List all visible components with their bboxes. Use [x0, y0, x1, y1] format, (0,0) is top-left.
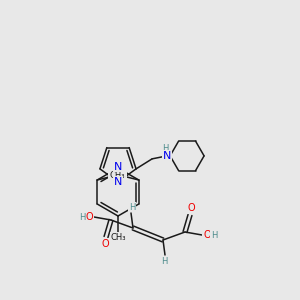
Text: O: O: [85, 212, 93, 222]
Text: H: H: [162, 144, 168, 153]
Text: N: N: [114, 177, 122, 187]
Text: O: O: [203, 230, 211, 240]
Text: N: N: [163, 151, 171, 161]
Text: CH₃: CH₃: [110, 232, 126, 242]
Text: H: H: [79, 212, 85, 221]
Text: O: O: [187, 203, 195, 213]
Text: H: H: [129, 202, 135, 211]
Text: CH₃: CH₃: [110, 170, 126, 179]
Text: N: N: [114, 161, 122, 172]
Text: O: O: [101, 239, 109, 249]
Text: H: H: [161, 256, 167, 266]
Text: H: H: [211, 230, 217, 239]
Text: CH₃: CH₃: [109, 170, 124, 179]
